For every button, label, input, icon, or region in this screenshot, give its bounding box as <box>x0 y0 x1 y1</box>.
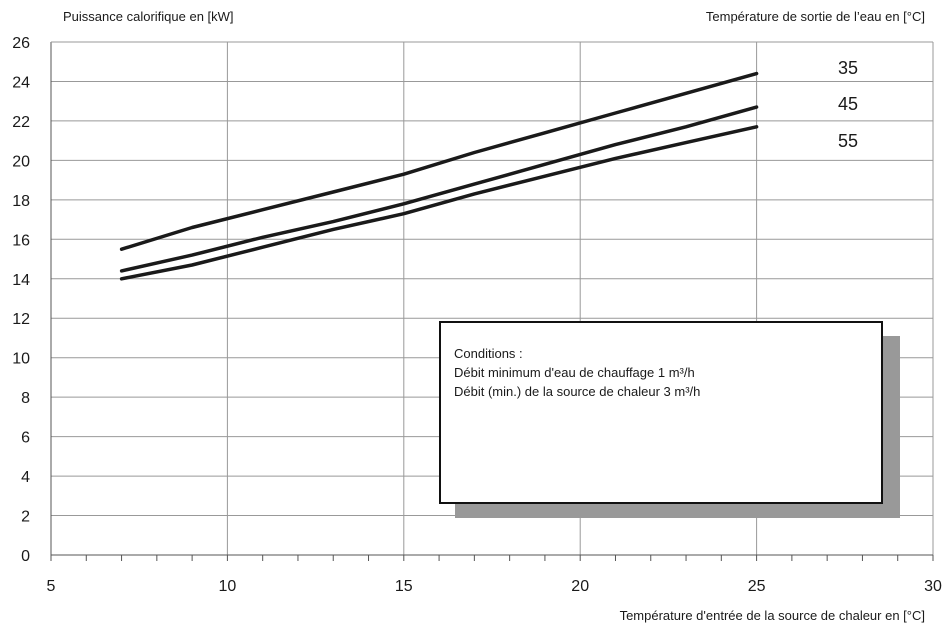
x-tick-label: 10 <box>219 578 237 595</box>
x-tick-label: 15 <box>395 578 413 595</box>
annotation-line-title: Conditions : <box>454 346 523 361</box>
annotation-line-source-flow: Débit (min.) de la source de chaleur 3 m… <box>454 384 701 399</box>
axes <box>50 41 934 561</box>
legend-label-45: 45 <box>838 94 858 114</box>
y-tick-label: 2 <box>21 509 30 526</box>
y-tick-label: 22 <box>12 114 30 131</box>
y-tick-label: 4 <box>21 469 30 486</box>
series-line-35 <box>119 71 759 251</box>
x-tick-label: 5 <box>47 578 56 595</box>
y-axis-label: Puissance calorifique en [kW] <box>63 9 234 24</box>
x-tick-label: 30 <box>924 578 942 595</box>
y-tick-label: 18 <box>12 193 30 210</box>
y-tick-label: 8 <box>21 390 30 407</box>
y-tick-label: 26 <box>12 35 30 52</box>
x-axis-label: Température d'entrée de la source de cha… <box>619 608 925 623</box>
series-line-55 <box>119 125 759 281</box>
legend-label-55: 55 <box>838 131 858 151</box>
y-tick-label: 16 <box>12 232 30 249</box>
y-tick-label: 24 <box>12 74 30 91</box>
legend-label-35: 35 <box>838 58 858 78</box>
x-tick-label: 20 <box>571 578 589 595</box>
series-lines <box>119 71 759 281</box>
legend: 35 45 55 <box>838 58 858 151</box>
conditions-annotation-box: Conditions : Débit minimum d'eau de chau… <box>439 321 883 504</box>
annotation-line-heating-flow: Débit minimum d'eau de chauffage 1 m³/h <box>454 365 695 380</box>
legend-title: Température de sortie de l’eau en [°C] <box>705 9 925 24</box>
y-tick-label: 14 <box>12 272 30 289</box>
y-tick-label: 12 <box>12 311 30 328</box>
x-tick-label: 25 <box>748 578 766 595</box>
y-tick-label: 10 <box>12 351 30 368</box>
y-tick-label: 20 <box>12 153 30 170</box>
y-tick-label: 6 <box>21 430 30 447</box>
series-line-45 <box>119 105 759 273</box>
y-tick-label: 0 <box>21 548 30 565</box>
